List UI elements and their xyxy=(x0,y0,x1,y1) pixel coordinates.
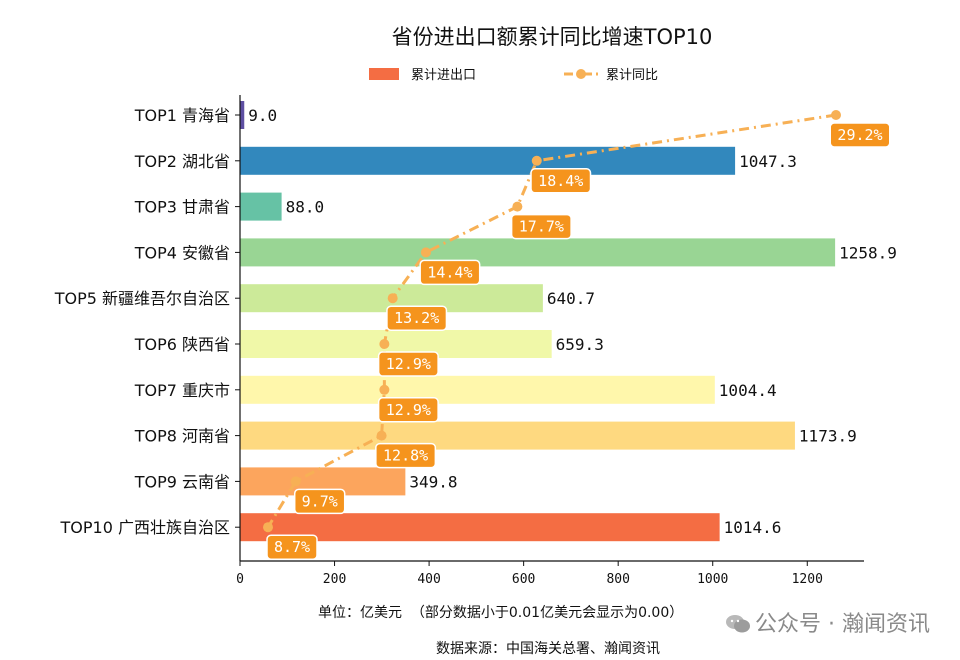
category-tick-label: TOP6 陕西省 xyxy=(134,335,230,354)
growth-point xyxy=(512,201,523,212)
bars-layer: 9.0 1047.3 88.0 1258.9 640.7 659.3 1004.4 1173.… xyxy=(240,101,897,542)
bar-value-label: 1047.3 xyxy=(739,152,797,171)
category-tick-label: TOP8 河南省 xyxy=(134,427,230,446)
growth-point xyxy=(531,155,542,166)
growth-point xyxy=(387,293,398,304)
category-tick-label: TOP5 新疆维吾尔自治区 xyxy=(54,289,230,308)
source-note: 数据来源：中国海关总署、瀚闻资讯 xyxy=(436,641,660,657)
bar-value-label: 349.8 xyxy=(409,472,457,491)
growth-value-label: 29.2% xyxy=(837,126,882,144)
growth-label-box xyxy=(375,442,437,469)
growth-label-box xyxy=(530,168,592,194)
growth-point xyxy=(263,522,273,533)
category-tick-label: TOP3 甘肃省 xyxy=(134,198,230,217)
growth-label-box xyxy=(377,351,439,377)
bar xyxy=(240,421,795,450)
watermark: 公众号 · 瀚闻资讯 xyxy=(725,606,930,638)
x-tick-label: 800 xyxy=(606,572,629,587)
line-layer: 29.2% 18.4% 17.7% 14.4% 13.2% 12.9% 12.9% 12.8%… xyxy=(263,110,891,560)
bar-value-label: 1258.9 xyxy=(839,243,897,262)
growth-value-label: 12.8% xyxy=(383,447,428,465)
category-tick-label: TOP2 湖北省 xyxy=(134,152,230,171)
watermark-text: 公众号 · 瀚闻资讯 xyxy=(755,612,930,637)
bar-value-label: 1173.9 xyxy=(799,427,857,446)
bar xyxy=(240,375,715,404)
bar-value-label: 659.3 xyxy=(556,335,604,354)
bar xyxy=(240,192,282,221)
growth-point xyxy=(831,110,841,120)
category-tick-label: TOP1 青海省 xyxy=(134,106,230,125)
bar-value-label: 9.0 xyxy=(248,106,277,125)
growth-label-box xyxy=(829,122,891,148)
x-tick-label: 400 xyxy=(417,572,440,587)
legend: 累计进出口 累计同比 xyxy=(369,68,658,83)
growth-point xyxy=(379,339,390,349)
legend-bar-swatch xyxy=(369,68,399,80)
growth-label-box xyxy=(266,534,318,560)
category-tick-label: TOP9 云南省 xyxy=(134,472,230,491)
bar xyxy=(240,513,720,542)
growth-label-box xyxy=(293,488,346,515)
bar-value-label: 88.0 xyxy=(286,198,325,217)
bar-value-label: 1004.4 xyxy=(719,381,777,400)
bar-value-label: 640.7 xyxy=(547,289,595,308)
chart-title: 省份进出口额累计同比增速TOP10 xyxy=(392,25,713,49)
x-tick-label: 200 xyxy=(323,572,346,587)
unit-note: 单位：亿美元 （部分数据小于0.01亿美元会显示为0.00） xyxy=(318,605,683,621)
x-tick-label: 0 xyxy=(236,572,244,587)
bar xyxy=(240,146,736,175)
growth-point xyxy=(420,247,431,258)
x-tick-label: 600 xyxy=(512,572,535,587)
growth-value-label: 12.9% xyxy=(386,401,431,419)
x-tick-label: 1000 xyxy=(697,572,728,587)
growth-point xyxy=(290,476,301,487)
x-tick-label: 1200 xyxy=(792,572,823,587)
growth-value-label: 18.4% xyxy=(538,172,583,190)
growth-label-box xyxy=(419,259,481,286)
bar xyxy=(240,238,836,267)
growth-label-box xyxy=(377,397,439,423)
category-tick-label: TOP4 安徽省 xyxy=(134,243,230,262)
axes-layer: TOP1 青海省 TOP2 湖北省 TOP3 甘肃省 TOP4 安徽省 TOP5 新疆维… xyxy=(54,95,864,587)
growth-value-label: 13.2% xyxy=(394,309,439,327)
bar-value-label: 1014.6 xyxy=(724,518,782,537)
legend-line-label: 累计同比 xyxy=(606,68,658,83)
growth-value-label: 12.9% xyxy=(386,355,431,373)
wechat-icon xyxy=(726,615,751,633)
growth-value-label: 14.4% xyxy=(427,263,472,281)
category-tick-label: TOP10 广西壮族自治区 xyxy=(60,518,230,537)
growth-point xyxy=(379,384,390,395)
bar xyxy=(240,101,245,129)
category-tick-label: TOP7 重庆市 xyxy=(134,381,230,400)
growth-value-label: 17.7% xyxy=(519,218,564,236)
growth-label-box xyxy=(510,213,572,240)
growth-value-label: 9.7% xyxy=(302,492,338,510)
legend-line-marker xyxy=(576,69,586,79)
growth-value-label: 8.7% xyxy=(274,538,310,556)
legend-bar-label: 累计进出口 xyxy=(411,68,476,83)
growth-label-box xyxy=(386,305,448,331)
growth-point xyxy=(376,430,387,441)
